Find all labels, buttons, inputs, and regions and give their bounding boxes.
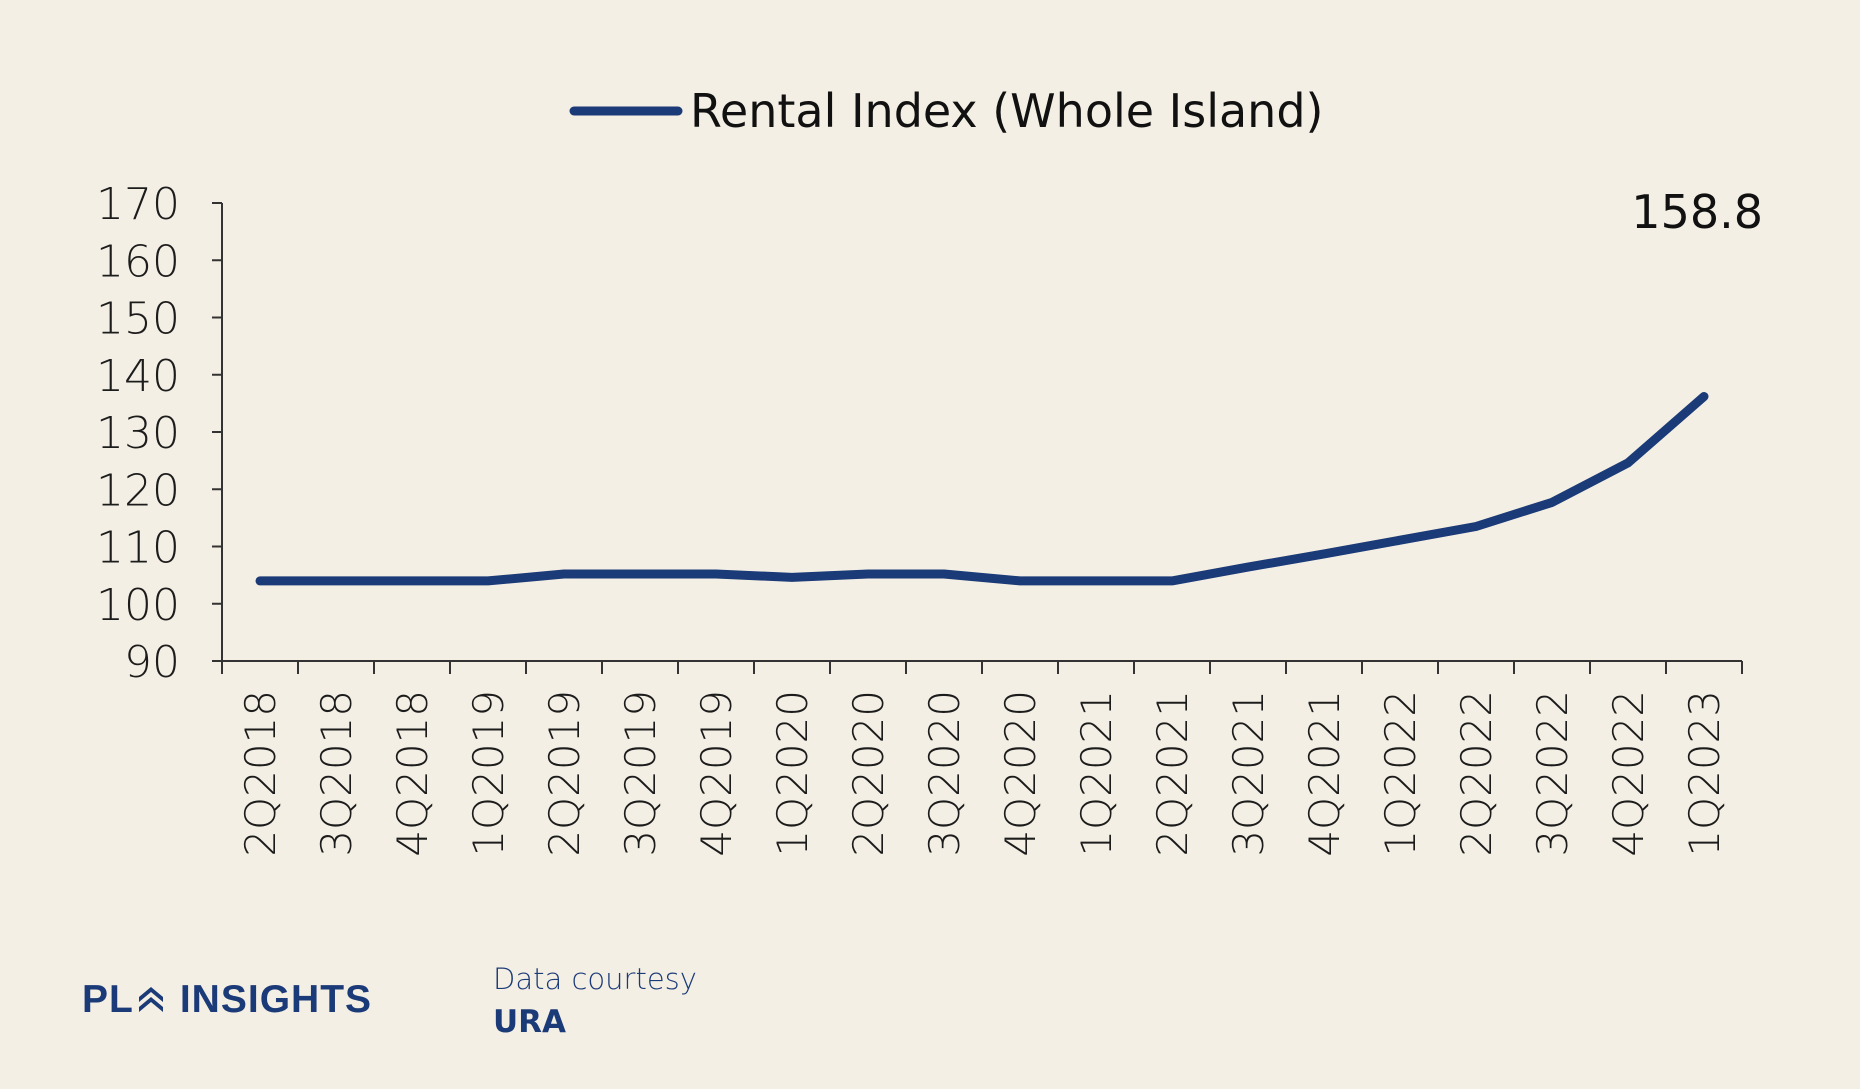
x-tick-label: 1Q2022: [1376, 690, 1425, 857]
brand-text-left: PL: [82, 978, 134, 1021]
x-tick-label: 1Q2019: [464, 690, 513, 857]
series-line: [255, 392, 1709, 586]
chevron-up-icon: [138, 987, 163, 1012]
data-point: [411, 580, 413, 582]
x-tick-label: 4Q2022: [1604, 690, 1653, 857]
x-tick-label: 1Q2020: [768, 690, 817, 857]
data-point: [335, 580, 337, 582]
x-tick-label: 2Q2022: [1452, 690, 1501, 857]
data-point: [791, 576, 793, 578]
data-point: [563, 573, 565, 575]
x-tick-label: 2Q2018: [236, 690, 285, 857]
data-point: [487, 580, 489, 582]
y-tick-label: 110: [96, 523, 180, 574]
x-tick-label: 3Q2019: [616, 690, 665, 857]
credit-source: URA: [493, 1004, 567, 1040]
credit-line: Data courtesy: [493, 962, 697, 996]
data-point: [639, 573, 641, 575]
brand-logo: PL INSIGHTS: [82, 978, 372, 1022]
data-point: [1171, 580, 1173, 582]
x-tick-label: 2Q2020: [844, 690, 893, 857]
data-point: [1475, 525, 1477, 527]
data-point: [1399, 539, 1401, 541]
data-point: [1323, 553, 1325, 555]
legend-label: Rental Index (Whole Island): [690, 84, 1323, 138]
x-tick-label: 4Q2020: [996, 690, 1045, 857]
data-point: [1095, 580, 1097, 582]
x-tick-label: 3Q2021: [1224, 690, 1273, 857]
x-tick-label: 2Q2021: [1148, 690, 1197, 857]
data-point: [943, 573, 945, 575]
data-point: [1551, 501, 1553, 503]
end-value-label: 158.8: [1631, 185, 1763, 239]
y-tick-label: 160: [96, 236, 180, 287]
x-tick-label: 4Q2021: [1300, 690, 1349, 857]
y-axis: 90 100 110 120 130 140 150 160 170: [96, 179, 223, 688]
x-tick-label: 3Q2022: [1528, 690, 1577, 857]
data-credit: Data courtesy URA: [493, 962, 697, 1040]
line-chart: Rental Index (Whole Island) 90 100 110 120 1…: [96, 84, 1763, 857]
brand-text-right: INSIGHTS: [179, 978, 373, 1021]
x-tick-label: 2Q2019: [540, 690, 589, 857]
y-tick-label: 100: [96, 580, 180, 631]
x-tick-label: 4Q2018: [388, 690, 437, 857]
data-point: [1247, 566, 1249, 568]
x-tick-label: 3Q2020: [920, 690, 969, 857]
data-point: [259, 580, 261, 582]
x-tick-label: 4Q2019: [692, 690, 741, 857]
y-tick-label: 130: [96, 408, 180, 459]
data-point: [1703, 396, 1705, 398]
data-point: [715, 573, 717, 575]
x-tick-label: 1Q2023: [1680, 690, 1729, 857]
x-axis: 2Q2018 3Q2018 4Q2018 1Q2019 2Q2019 3Q2019 4Q20…: [221, 660, 1743, 857]
data-point: [1627, 462, 1629, 464]
legend: Rental Index (Whole Island): [569, 84, 1323, 138]
y-tick-label: 140: [96, 351, 180, 402]
data-point: [1019, 580, 1021, 582]
y-tick-label: 150: [96, 294, 180, 345]
y-tick-label: 170: [96, 179, 180, 230]
y-tick-label: 90: [124, 637, 180, 688]
x-tick-label: 1Q2021: [1072, 690, 1121, 857]
series-group: [255, 392, 1709, 586]
y-tick-label: 120: [96, 465, 180, 516]
x-tick-label: 3Q2018: [312, 690, 361, 857]
data-point: [867, 573, 869, 575]
